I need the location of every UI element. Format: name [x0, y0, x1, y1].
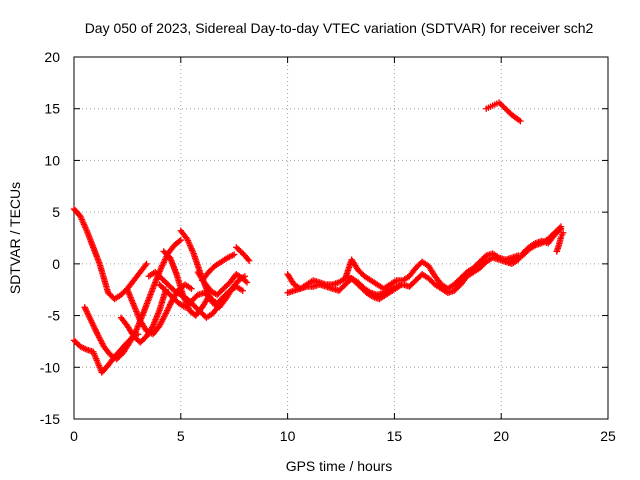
series-track-q — [506, 223, 565, 265]
data-point-fill — [176, 237, 183, 245]
data-points — [70, 99, 567, 376]
x-axis-title: GPS time / hours — [286, 458, 393, 474]
series-track-s — [483, 99, 524, 125]
data-point — [243, 279, 251, 286]
data-point-fill — [244, 256, 252, 263]
data-point — [188, 285, 195, 292]
data-point-fill — [221, 293, 228, 300]
y-tick-label: 10 — [44, 152, 60, 168]
data-point-fill — [515, 116, 523, 124]
x-tick-label: 20 — [493, 428, 509, 444]
data-point-fill — [142, 262, 149, 269]
data-point — [143, 260, 150, 268]
data-point-fill — [556, 224, 563, 232]
series-track-i — [145, 268, 229, 321]
data-point — [239, 287, 246, 294]
x-tick-label: 10 — [280, 428, 296, 444]
x-tick-label: 15 — [387, 428, 403, 444]
y-tick-label: -10 — [40, 359, 60, 375]
x-tick-label: 0 — [70, 428, 78, 444]
series-track-r — [553, 229, 567, 255]
series-track-n — [284, 250, 522, 292]
data-point — [177, 236, 184, 244]
series-track-a — [70, 205, 150, 303]
y-tick-label: 0 — [52, 256, 60, 272]
y-tick-label: -15 — [40, 411, 60, 427]
series-track-o — [344, 273, 402, 303]
y-tick-label: -5 — [48, 308, 61, 324]
y-tick-label: 20 — [44, 49, 60, 65]
series-track-e — [117, 286, 170, 346]
data-point — [231, 251, 238, 258]
series-track-l — [233, 244, 253, 264]
data-point — [222, 291, 229, 299]
y-tick-label: 5 — [52, 204, 60, 220]
x-tick-label: 5 — [177, 428, 185, 444]
chart-title: Day 050 of 2023, Sidereal Day-to-day VTE… — [85, 20, 594, 36]
series-track-k — [198, 251, 238, 284]
data-point — [557, 223, 565, 230]
data-point-fill — [242, 277, 249, 285]
x-tick-label: 25 — [600, 428, 616, 444]
plot-frame — [73, 56, 609, 420]
data-point — [395, 283, 402, 290]
data-point — [559, 229, 567, 237]
y-axis-title: SDTVAR / TECUs — [7, 182, 23, 294]
axis-ticks: 0 5 10 15 20 25 -15 -10 -5 0 5 10 15 20 — [40, 49, 616, 444]
data-point — [245, 257, 253, 264]
data-point — [517, 117, 524, 125]
y-tick-label: 15 — [44, 101, 60, 117]
